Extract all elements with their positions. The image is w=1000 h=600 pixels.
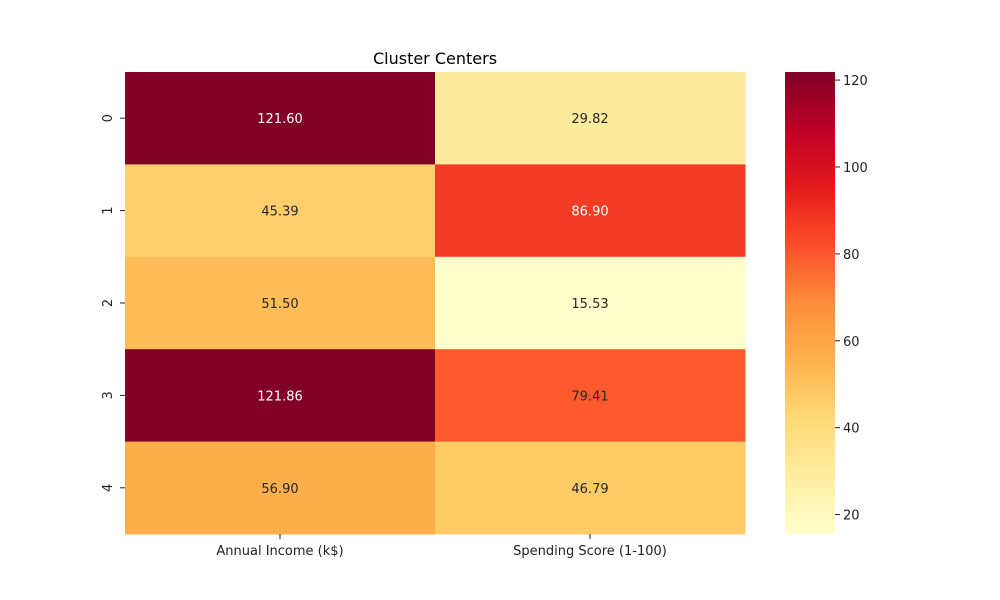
colorbar-tick-label: 40 <box>843 422 860 437</box>
heatmap-cell <box>125 349 436 443</box>
heatmap-cell <box>435 72 746 165</box>
x-tick-label: Spending Score (1-100) <box>513 544 667 559</box>
cell-value-label: 46.79 <box>571 482 608 497</box>
cell-value-label: 45.39 <box>261 205 298 220</box>
heatmap-cell <box>435 349 746 443</box>
heatmap-cell <box>125 72 436 165</box>
heatmap-cell <box>435 441 746 535</box>
colorbar-tick-label: 20 <box>843 509 860 524</box>
colorbar-tick-label: 120 <box>843 74 868 89</box>
y-tick-label: 1 <box>101 206 116 214</box>
cell-value-label: 51.50 <box>261 297 298 312</box>
heatmap-cells: 121.60 29.82 45.39 86.90 51.50 15.53 121.86 79.… <box>125 72 746 535</box>
heatmap-cell <box>125 441 436 535</box>
cell-value-label: 56.90 <box>261 482 298 497</box>
colorbar-tick-label: 60 <box>843 335 860 350</box>
chart-title: Cluster Centers <box>373 49 497 68</box>
x-axis: Annual Income (k$) Spending Score (1-100) <box>216 534 667 559</box>
heatmap-cell <box>125 164 436 258</box>
cell-value-label: 86.90 <box>571 205 608 220</box>
cell-value-label: 79.41 <box>571 389 608 404</box>
y-tick-label: 4 <box>101 484 116 492</box>
colorbar-tick-label: 80 <box>843 248 860 263</box>
heatmap-cell <box>435 164 746 258</box>
y-axis: 0 1 2 3 4 <box>101 114 125 492</box>
cell-value-label: 121.60 <box>257 112 303 127</box>
heatmap-cell <box>435 256 746 350</box>
y-tick-label: 0 <box>101 114 116 122</box>
cell-value-label: 121.86 <box>257 389 303 404</box>
colorbar-gradient <box>785 72 835 534</box>
cell-value-label: 15.53 <box>571 297 608 312</box>
y-tick-label: 3 <box>101 391 116 399</box>
colorbar: 20 40 60 80 100 120 <box>785 72 868 534</box>
x-tick-label: Annual Income (k$) <box>216 544 343 559</box>
colorbar-tick-label: 100 <box>843 161 868 176</box>
cell-value-label: 29.82 <box>571 112 608 127</box>
heatmap-cell <box>125 256 436 350</box>
y-tick-label: 2 <box>101 299 116 307</box>
